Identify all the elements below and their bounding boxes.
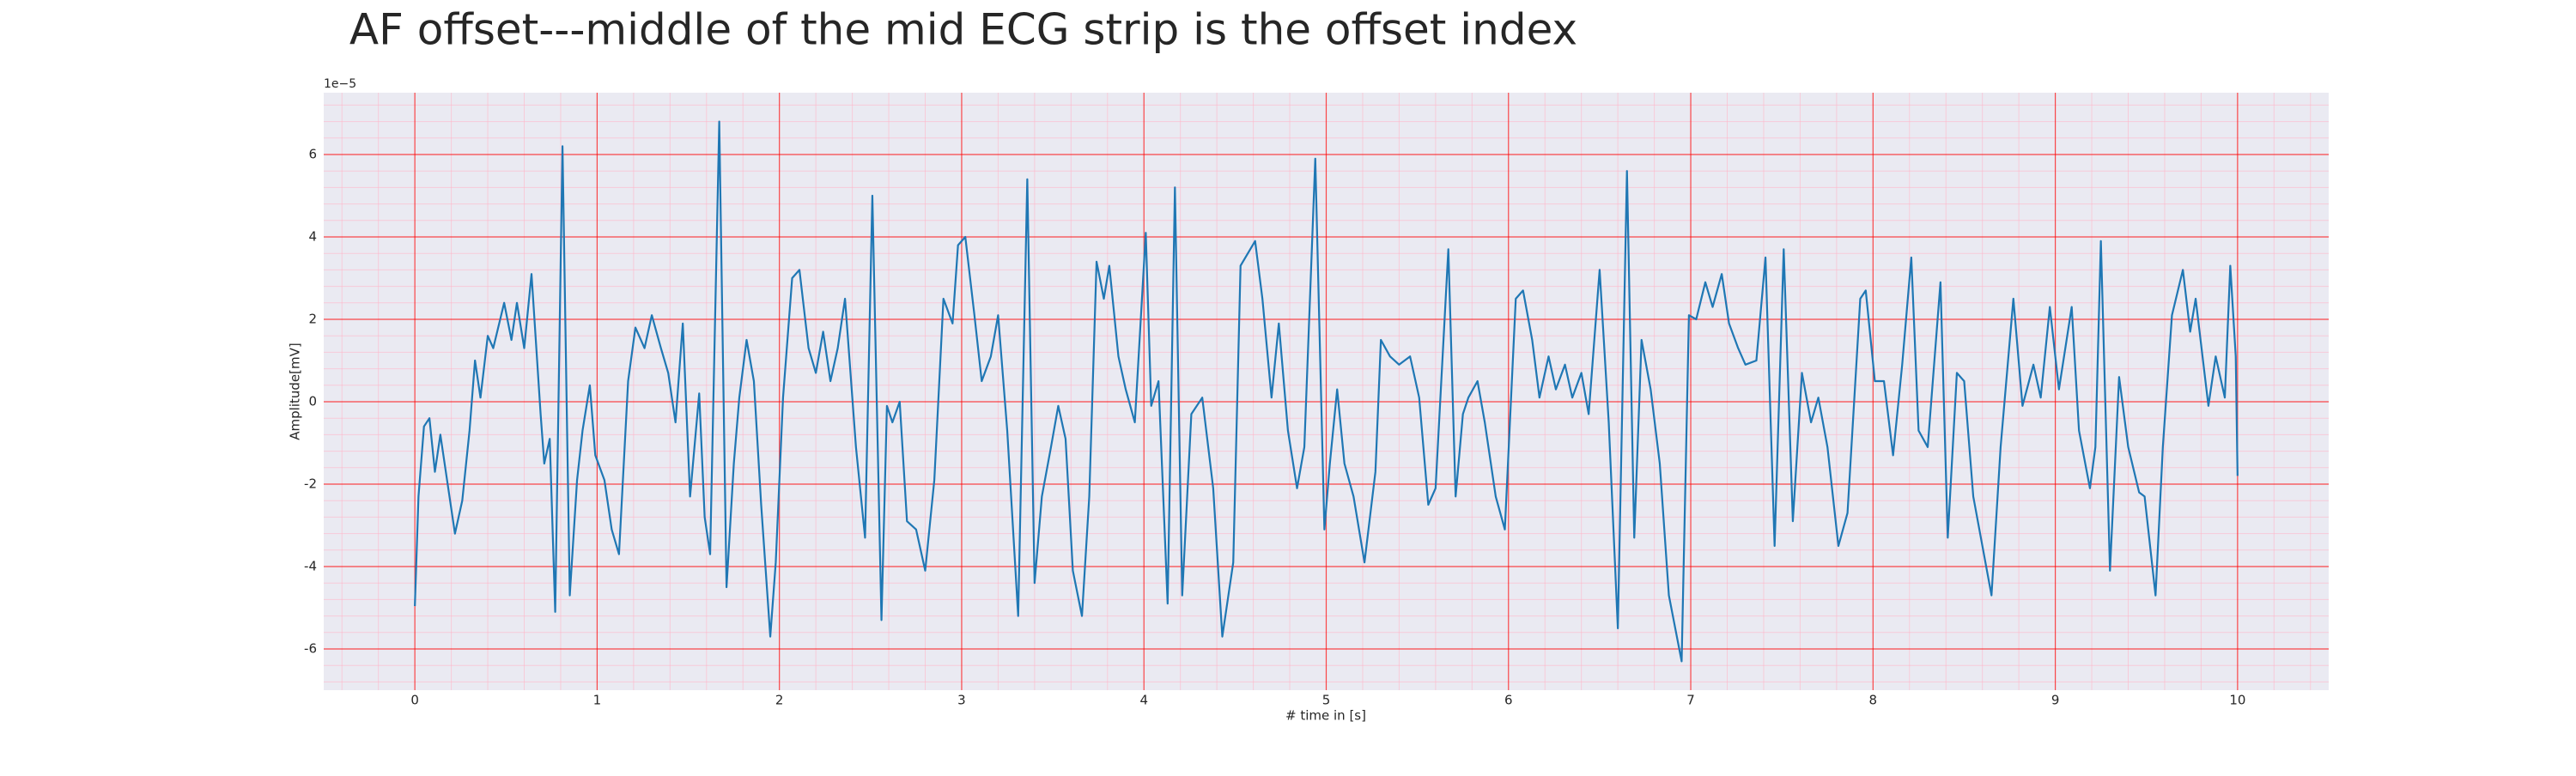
x-tick-label: 7 [1686, 693, 1695, 708]
x-tick-label: 0 [410, 693, 419, 708]
y-offset-text: 1e−5 [324, 77, 356, 91]
series [414, 120, 2239, 663]
x-axis-label: # time in [s] [1285, 708, 1366, 724]
x-tick-label: 10 [2229, 693, 2245, 708]
x-tick-label: 9 [2051, 693, 2060, 708]
chart-title: AF offset---middle of the mid ECG strip … [349, 5, 1577, 55]
x-tick-label: 5 [1322, 693, 1331, 708]
y-tick-label: 4 [308, 229, 317, 245]
y-tick-label: 0 [308, 394, 317, 409]
x-tick-label: 2 [775, 693, 784, 708]
ecg-line [414, 120, 2239, 663]
x-tick-label: 8 [1869, 693, 1878, 708]
y-tick-label: -4 [304, 559, 317, 574]
y-tick-label: 2 [308, 312, 317, 327]
x-tick-label: 3 [957, 693, 966, 708]
y-axis-label: Amplitude[mV] [288, 343, 303, 440]
y-tick-label: 6 [308, 147, 317, 162]
y-tick-label: -6 [304, 641, 317, 657]
x-tick-label: 6 [1504, 693, 1513, 708]
x-tick-label: 4 [1139, 693, 1148, 708]
grid [324, 93, 2329, 690]
labels: 0 1 2 3 4 5 6 7 8 9 10 -6 -4 -2 0 2 4 6 [304, 147, 2245, 708]
y-tick-label: -2 [304, 476, 317, 492]
x-tick-label: 1 [593, 693, 602, 708]
